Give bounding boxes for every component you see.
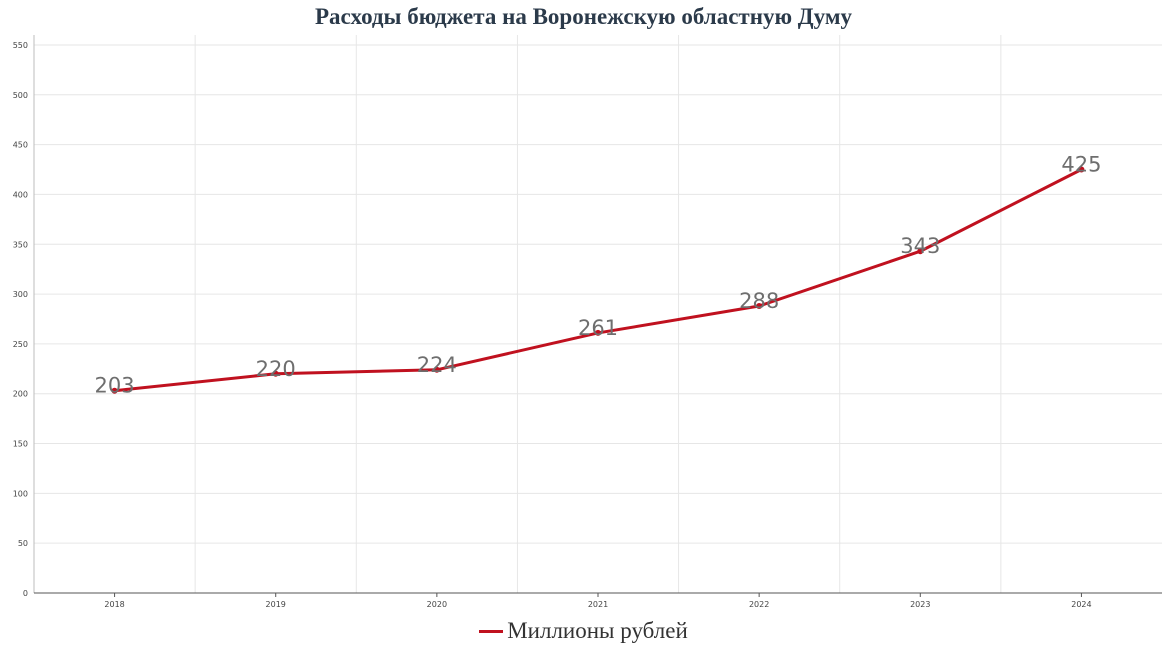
- data-point: [917, 248, 924, 255]
- y-tick-label: 450: [13, 141, 28, 150]
- data-point: [272, 370, 279, 377]
- data-label: 425: [1061, 153, 1101, 177]
- chart-title: Расходы бюджета на Воронежскую областную…: [315, 4, 852, 29]
- legend: Миллионы рублей: [0, 618, 1167, 644]
- data-point: [111, 387, 118, 394]
- grid-lines: [34, 35, 1162, 593]
- data-label: 343: [900, 234, 940, 258]
- data-label: 203: [95, 374, 135, 398]
- data-point: [595, 329, 601, 336]
- x-tick-label: 2019: [266, 600, 286, 609]
- x-tick-label: 2024: [1071, 600, 1091, 609]
- data-label: 224: [417, 353, 457, 377]
- x-tick-label: 2021: [588, 600, 608, 609]
- y-tick-label: 300: [13, 290, 28, 299]
- data-point: [756, 303, 763, 310]
- y-tick-label: 350: [13, 240, 28, 249]
- data-labels: 203 220 224 261 288 343 425: [95, 153, 1102, 398]
- y-tick-label: 550: [13, 41, 28, 50]
- y-tick-label: 50: [18, 539, 28, 548]
- y-tick-label: 500: [13, 91, 28, 100]
- legend-swatch: [479, 629, 504, 633]
- series-layer: [111, 166, 1085, 394]
- data-label: 261: [578, 316, 618, 340]
- y-tick-label: 150: [13, 440, 28, 449]
- x-tick-label: 2020: [427, 600, 447, 609]
- data-point: [1078, 166, 1085, 173]
- axes: 0 50 100 150 200 250 300 350 400 450 500 550 2018 201…: [13, 35, 1162, 609]
- y-tick-label: 400: [13, 190, 28, 199]
- x-tick-label: 2022: [749, 600, 769, 609]
- y-tick-label: 250: [13, 340, 28, 349]
- data-label: 288: [739, 289, 779, 313]
- x-tick-label: 2023: [910, 600, 930, 609]
- x-tick-label: 2018: [104, 600, 124, 609]
- data-point: [433, 366, 440, 373]
- legend-label: Миллионы рублей: [507, 618, 688, 643]
- y-tick-label: 0: [23, 589, 28, 598]
- y-tick-label: 200: [13, 390, 28, 399]
- y-tick-label: 100: [13, 489, 28, 498]
- data-label: 220: [256, 357, 296, 381]
